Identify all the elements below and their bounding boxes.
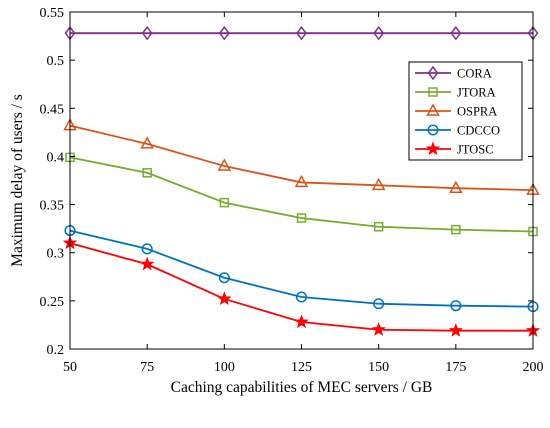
series-line-jtora: [69, 156, 534, 233]
data-point-jtora: [142, 168, 152, 178]
y-tick-label: 0.45: [40, 102, 65, 117]
y-tick-label: 0.35: [40, 199, 65, 214]
y-tick-label: 0.55: [40, 6, 65, 21]
data-point-cdcco: [450, 300, 462, 312]
x-tick-label: 125: [291, 360, 312, 375]
data-point-cdcco: [141, 243, 153, 255]
legend-item-cora: CORA: [415, 65, 492, 81]
legend-item-cdcco: CDCCO: [415, 124, 500, 138]
y-tick-label: 0.5: [47, 54, 65, 69]
data-point-ospra: [449, 180, 463, 193]
data-point-jtosc: [139, 256, 155, 271]
data-point-cora: [450, 25, 462, 41]
data-point-cora: [141, 25, 153, 41]
x-tick-label: 200: [523, 360, 544, 375]
x-tick-label: 100: [214, 360, 235, 375]
series-jtora: [65, 152, 538, 237]
series-line-cdcco: [69, 229, 534, 308]
y-tick-label: 0.25: [40, 295, 65, 310]
legend-label: CDCCO: [457, 124, 500, 138]
data-point-jtosc: [294, 314, 309, 329]
data-point-jtora: [296, 213, 307, 223]
y-tick-label: 0.2: [47, 343, 65, 358]
data-point-jtosc: [216, 291, 232, 306]
legend-marker-cdcco: [427, 124, 439, 136]
legend-label: OSPRA: [457, 105, 497, 119]
series-ospra: [63, 118, 540, 195]
y-axis-title: Maximum delay of users / s: [9, 94, 26, 267]
x-tick-label: 75: [140, 360, 154, 375]
x-tick-label: 50: [63, 360, 77, 375]
series-cora: [64, 25, 539, 41]
data-point-jtora: [219, 197, 230, 208]
legend-marker-cora: [427, 65, 439, 81]
legend-marker-jtosc: [425, 141, 441, 156]
legend-marker-jtora: [428, 87, 438, 97]
data-point-ospra: [140, 136, 154, 149]
legend-item-jtora: JTORA: [415, 86, 496, 100]
legend-label: CORA: [457, 67, 492, 81]
data-point-cora: [218, 25, 230, 41]
data-point-ospra: [371, 177, 386, 191]
data-point-cora: [373, 25, 385, 41]
series-cdcco: [64, 225, 539, 313]
legend-label: JTOSC: [457, 143, 494, 157]
data-point-cdcco: [373, 298, 385, 310]
data-point-jtora: [373, 221, 384, 232]
data-point-jtora: [451, 224, 461, 235]
legend-marker-ospra: [426, 103, 440, 116]
legend-item-jtosc: JTOSC: [415, 141, 494, 157]
data-point-ospra: [294, 174, 309, 188]
series-jtosc: [62, 235, 541, 337]
x-axis-title: Caching capabilities of MEC servers / GB: [171, 379, 433, 396]
data-point-ospra: [217, 158, 232, 171]
data-point-jtosc: [371, 322, 387, 337]
y-tick-label: 0.3: [47, 247, 65, 262]
data-point-cdcco: [295, 291, 308, 303]
legend: CORA JTORA OSPRA CDCCO JTOSC: [408, 61, 523, 161]
series-line-ospra: [69, 124, 534, 192]
data-point-cdcco: [218, 272, 230, 284]
data-point-cora: [296, 25, 307, 41]
x-tick-label: 175: [445, 360, 466, 375]
x-tick-label: 150: [368, 360, 389, 375]
legend-label: JTORA: [457, 86, 496, 100]
data-point-jtosc: [448, 322, 464, 337]
legend-item-ospra: OSPRA: [415, 103, 497, 119]
axis-ticks: 50 75 100 125 150 175 200 0.2 0.25 0.3 0.35 0.4 0.45…: [40, 6, 544, 375]
y-tick-label: 0.4: [47, 150, 65, 165]
